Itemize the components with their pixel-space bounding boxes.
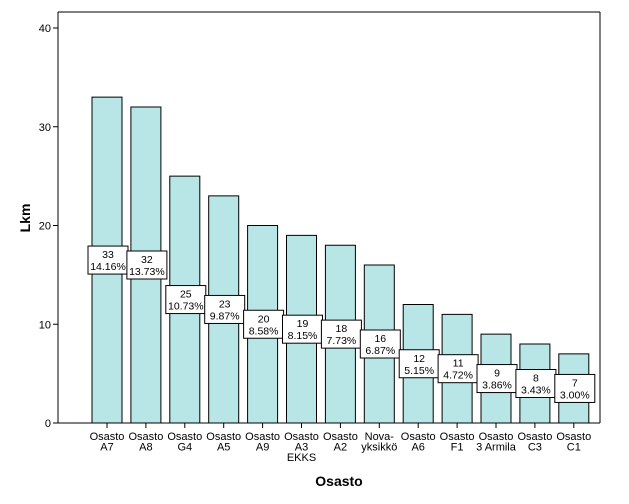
data-label-percent: 14.16% <box>90 261 126 273</box>
data-label-percent: 8.58% <box>249 325 279 337</box>
data-label-percent: 3.43% <box>521 385 551 397</box>
y-tick-label: 20 <box>39 221 51 233</box>
data-label-count: 18 <box>336 323 348 335</box>
x-tick-label: Osasto <box>284 431 319 443</box>
data-label-percent: 5.15% <box>404 365 434 377</box>
x-tick-label: A3 <box>295 442 308 454</box>
y-tick-label: 40 <box>39 23 51 35</box>
x-axis-title: Osasto <box>315 473 362 489</box>
data-label-count: 20 <box>258 313 270 325</box>
data-label-box <box>437 354 479 384</box>
y-tick-label: 10 <box>39 319 51 331</box>
data-label-count: 9 <box>494 368 500 380</box>
y-tick-label: 30 <box>39 122 51 134</box>
x-tick-label: C1 <box>567 442 581 454</box>
x-tick-label: Osasto <box>90 431 125 443</box>
x-tick-label: Osasto <box>440 431 475 443</box>
x-tick-label: C3 <box>528 442 542 454</box>
data-label-count: 7 <box>572 377 578 389</box>
data-label-percent: 9.87% <box>210 310 240 322</box>
y-axis-ticks: 0 10 20 30 40 <box>39 23 58 430</box>
x-tick-label: G4 <box>177 442 192 454</box>
x-tick-label: F1 <box>451 442 464 454</box>
x-tick-label: Osasto <box>556 431 591 443</box>
x-tick-label: Osasto <box>245 431 280 443</box>
data-label-box <box>126 250 168 280</box>
data-label-box <box>165 285 207 315</box>
data-label-box <box>359 329 401 359</box>
data-label-count: 12 <box>413 353 425 365</box>
axes <box>57 11 601 424</box>
data-label-box <box>554 373 596 403</box>
x-tick-label: Osasto <box>517 431 552 443</box>
x-tick-label: Nova- <box>365 431 395 443</box>
data-label-percent: 6.87% <box>365 345 395 357</box>
y-axis-title: Lkm <box>17 204 33 233</box>
y-tick-label: 0 <box>45 418 51 430</box>
data-label-count: 25 <box>180 289 192 301</box>
data-label-box <box>476 364 518 394</box>
x-tick-label: A5 <box>217 442 230 454</box>
data-label-count: 32 <box>141 254 153 266</box>
x-tick-label: Osasto <box>206 431 241 443</box>
data-label-box <box>398 349 440 379</box>
data-label-count: 8 <box>533 373 539 385</box>
x-tick-label: Osasto <box>401 431 436 443</box>
data-label-box <box>204 294 246 324</box>
x-tick-label: Osasto <box>167 431 202 443</box>
data-label-count: 19 <box>297 318 309 330</box>
data-label-count: 23 <box>219 298 231 310</box>
data-label-percent: 4.72% <box>443 370 473 382</box>
x-tick-label: A7 <box>100 442 113 454</box>
x-tick-label: Osasto <box>128 431 163 443</box>
data-label-count: 33 <box>102 249 114 261</box>
x-tick-label: Osasto <box>323 431 358 443</box>
data-label-box <box>282 314 323 344</box>
data-label-count: 16 <box>374 333 386 345</box>
data-label-count: 11 <box>453 358 464 370</box>
x-tick-label: Osasto <box>479 431 514 443</box>
x-axis-ticks: OsastoA7OsastoA8OsastoG4OsastoA5OsastoA9… <box>90 423 591 464</box>
x-tick-label: A9 <box>256 442 269 454</box>
data-label-percent: 10.73% <box>168 301 204 313</box>
data-label-percent: 3.86% <box>482 380 512 392</box>
data-label-percent: 7.73% <box>327 335 357 347</box>
x-tick-label: EKKS <box>287 452 316 464</box>
data-label-percent: 3.00% <box>560 389 590 401</box>
x-tick-label: yksikkö <box>361 442 397 454</box>
x-tick-label: A6 <box>411 442 424 454</box>
x-tick-label: A8 <box>139 442 152 454</box>
data-label-box <box>243 309 285 339</box>
data-label-percent: 13.73% <box>129 266 165 278</box>
data-label-percent: 8.15% <box>288 330 318 342</box>
x-tick-label: A2 <box>334 442 347 454</box>
x-tick-label: 3 Armila <box>476 442 517 454</box>
